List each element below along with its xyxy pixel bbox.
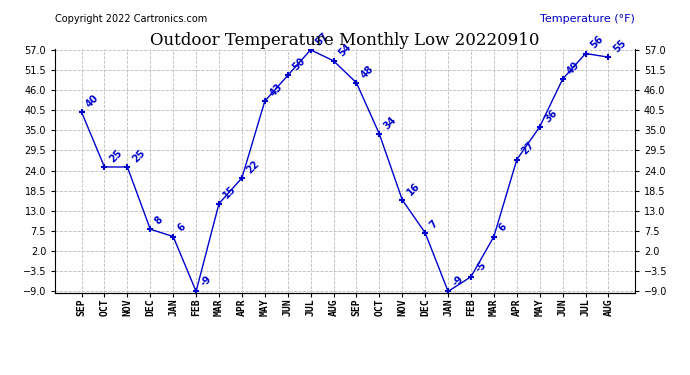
Text: 15: 15: [221, 184, 238, 201]
Text: 36: 36: [542, 107, 559, 124]
Text: 25: 25: [130, 148, 147, 164]
Text: -9: -9: [199, 274, 213, 289]
Text: 22: 22: [245, 159, 262, 175]
Text: 43: 43: [268, 82, 284, 98]
Text: 57: 57: [313, 30, 330, 47]
Text: 49: 49: [565, 60, 582, 76]
Text: 16: 16: [405, 180, 422, 197]
Text: 34: 34: [382, 115, 399, 131]
Text: 7: 7: [428, 218, 440, 230]
Text: Temperature (°F): Temperature (°F): [540, 14, 635, 24]
Text: Copyright 2022 Cartronics.com: Copyright 2022 Cartronics.com: [55, 14, 208, 24]
Text: -5: -5: [474, 259, 489, 274]
Text: -9: -9: [451, 274, 466, 289]
Text: 27: 27: [520, 140, 536, 157]
Text: 6: 6: [497, 222, 509, 234]
Text: 8: 8: [153, 214, 165, 226]
Text: 56: 56: [589, 34, 605, 51]
Text: 55: 55: [611, 38, 628, 54]
Text: 25: 25: [107, 148, 124, 164]
Text: 54: 54: [336, 41, 353, 58]
Text: 40: 40: [84, 93, 101, 109]
Title: Outdoor Temperature Monthly Low 20220910: Outdoor Temperature Monthly Low 20220910: [150, 32, 540, 49]
Text: 6: 6: [176, 222, 188, 234]
Text: 48: 48: [359, 63, 376, 80]
Text: 50: 50: [290, 56, 307, 73]
